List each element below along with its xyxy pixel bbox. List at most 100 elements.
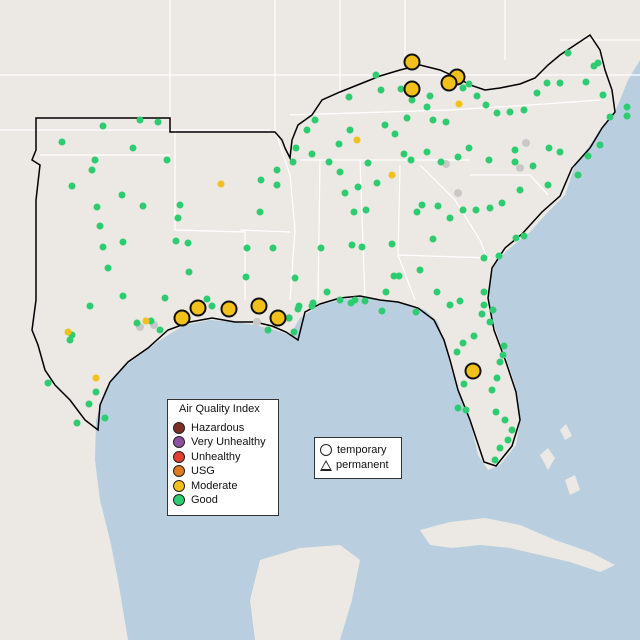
monitor-marker-good[interactable] (377, 86, 385, 94)
monitor-marker-moderate[interactable] (455, 100, 463, 108)
monitor-marker-good[interactable] (381, 121, 389, 129)
monitor-marker-good[interactable] (504, 436, 512, 444)
monitor-marker-inactive[interactable] (522, 139, 530, 147)
monitor-marker-good[interactable] (325, 158, 333, 166)
monitor-marker-good[interactable] (154, 118, 162, 126)
monitor-marker-good[interactable] (442, 118, 450, 126)
monitor-marker-good[interactable] (499, 351, 507, 359)
monitor-marker-good[interactable] (185, 268, 193, 276)
monitor-marker-moderate-large[interactable] (250, 297, 268, 315)
monitor-marker-good[interactable] (292, 144, 300, 152)
monitor-marker-good[interactable] (480, 254, 488, 262)
monitor-marker-good[interactable] (456, 297, 464, 305)
monitor-marker-moderate-large[interactable] (269, 309, 287, 327)
monitor-marker-good[interactable] (434, 202, 442, 210)
monitor-marker-good[interactable] (294, 305, 302, 313)
monitor-marker-good[interactable] (488, 386, 496, 394)
monitor-marker-good[interactable] (85, 400, 93, 408)
monitor-marker-good[interactable] (459, 339, 467, 347)
monitor-marker-good[interactable] (511, 146, 519, 154)
monitor-marker-good[interactable] (480, 301, 488, 309)
monitor-marker-good[interactable] (545, 144, 553, 152)
monitor-marker-good[interactable] (512, 234, 520, 242)
monitor-marker-good[interactable] (623, 112, 631, 120)
monitor-marker-good[interactable] (358, 243, 366, 251)
monitor-marker-good[interactable] (372, 71, 380, 79)
monitor-marker-good[interactable] (594, 59, 602, 67)
monitor-marker-good[interactable] (412, 308, 420, 316)
monitor-marker-good[interactable] (378, 307, 386, 315)
monitor-marker-good[interactable] (437, 158, 445, 166)
monitor-marker-good[interactable] (303, 126, 311, 134)
monitor-marker-good[interactable] (508, 426, 516, 434)
monitor-marker-good[interactable] (403, 114, 411, 122)
monitor-marker-good[interactable] (184, 239, 192, 247)
monitor-marker-good[interactable] (285, 314, 293, 322)
monitor-marker-good[interactable] (99, 243, 107, 251)
monitor-marker-good[interactable] (408, 96, 416, 104)
monitor-marker-good[interactable] (395, 272, 403, 280)
monitor-marker-moderate-large[interactable] (403, 53, 421, 71)
monitor-marker-good[interactable] (446, 214, 454, 222)
monitor-marker-good[interactable] (373, 179, 381, 187)
monitor-marker-good[interactable] (473, 92, 481, 100)
monitor-marker-good[interactable] (93, 203, 101, 211)
monitor-marker-good[interactable] (433, 288, 441, 296)
monitor-marker-good[interactable] (341, 189, 349, 197)
monitor-marker-good[interactable] (454, 404, 462, 412)
monitor-marker-good[interactable] (506, 108, 514, 116)
monitor-marker-good[interactable] (556, 148, 564, 156)
monitor-marker-moderate[interactable] (64, 328, 72, 336)
monitor-marker-good[interactable] (388, 240, 396, 248)
monitor-marker-good[interactable] (544, 181, 552, 189)
monitor-marker-moderate[interactable] (217, 180, 225, 188)
monitor-marker-good[interactable] (172, 237, 180, 245)
monitor-marker-good[interactable] (482, 101, 490, 109)
monitor-marker-good[interactable] (416, 266, 424, 274)
monitor-marker-moderate-large[interactable] (464, 362, 482, 380)
monitor-marker-moderate[interactable] (92, 374, 100, 382)
monitor-marker-good[interactable] (400, 150, 408, 158)
monitor-marker-good[interactable] (582, 78, 590, 86)
monitor-marker-moderate[interactable] (142, 317, 150, 325)
monitor-marker-good[interactable] (564, 49, 572, 57)
monitor-marker-good[interactable] (446, 301, 454, 309)
monitor-marker-good[interactable] (599, 91, 607, 99)
monitor-marker-good[interactable] (426, 92, 434, 100)
monitor-marker-good[interactable] (73, 419, 81, 427)
monitor-marker-good[interactable] (91, 156, 99, 164)
monitor-marker-good[interactable] (323, 288, 331, 296)
monitor-marker-good[interactable] (336, 296, 344, 304)
monitor-marker-good[interactable] (361, 297, 369, 305)
monitor-marker-good[interactable] (119, 238, 127, 246)
monitor-marker-good[interactable] (139, 202, 147, 210)
monitor-marker-good[interactable] (606, 113, 614, 121)
monitor-marker-good[interactable] (493, 374, 501, 382)
monitor-marker-good[interactable] (496, 444, 504, 452)
monitor-marker-good[interactable] (264, 326, 272, 334)
monitor-marker-good[interactable] (491, 456, 499, 464)
monitor-marker-good[interactable] (351, 296, 359, 304)
monitor-marker-good[interactable] (96, 222, 104, 230)
monitor-marker-good[interactable] (543, 79, 551, 87)
monitor-marker-inactive[interactable] (253, 318, 261, 326)
monitor-marker-good[interactable] (88, 166, 96, 174)
monitor-marker-good[interactable] (486, 204, 494, 212)
monitor-marker-good[interactable] (346, 126, 354, 134)
monitor-marker-good[interactable] (453, 348, 461, 356)
monitor-marker-good[interactable] (99, 122, 107, 130)
monitor-marker-good[interactable] (496, 358, 504, 366)
monitor-marker-good[interactable] (335, 140, 343, 148)
monitor-marker-good[interactable] (156, 326, 164, 334)
monitor-marker-good[interactable] (556, 79, 564, 87)
monitor-marker-good[interactable] (390, 272, 398, 280)
monitor-marker-moderate-large[interactable] (220, 300, 238, 318)
monitor-marker-good[interactable] (208, 302, 216, 310)
monitor-marker-good[interactable] (472, 206, 480, 214)
monitor-marker-good[interactable] (498, 199, 506, 207)
monitor-marker-good[interactable] (119, 292, 127, 300)
monitor-marker-good[interactable] (391, 130, 399, 138)
monitor-marker-good[interactable] (133, 319, 141, 327)
monitor-marker-good[interactable] (423, 103, 431, 111)
monitor-marker-good[interactable] (269, 244, 277, 252)
